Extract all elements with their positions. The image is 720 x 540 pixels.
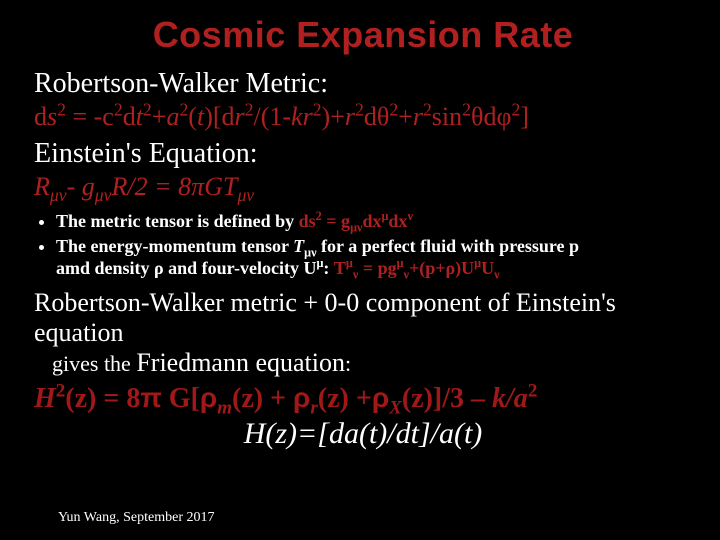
footer-credit: Yun Wang, September 2017 <box>58 510 214 526</box>
bullet-list: The metric tensor is defined by ds2 = gμ… <box>56 210 692 280</box>
bullet-item-1: The metric tensor is defined by ds2 = gμ… <box>56 210 692 233</box>
einstein-equation: Rμν- gμνR/2 = 8πGTμν <box>34 172 692 202</box>
einstein-heading: Einstein's Equation: <box>34 138 692 170</box>
slide-title: Cosmic Expansion Rate <box>34 14 692 56</box>
friedmann-equation: H2(z) = 8π G[ρm(z) + ρr(z) +ρX(z)]/3 – k… <box>34 382 692 415</box>
rw-heading: Robertson-Walker Metric: <box>34 68 692 100</box>
combine-line-2: gives the Friedmann equation: <box>52 348 692 378</box>
hz-definition: H(z)=[da(t)/dt]/a(t) <box>34 417 692 451</box>
bullet-item-2: The energy-momentum tensor Tμν for a per… <box>56 235 692 280</box>
combine-line-1: Robertson-Walker metric + 0-0 component … <box>34 288 692 348</box>
rw-metric-equation: ds2 = -c2dt2+a2(t)[dr2/(1-kr2)+r2dθ2+r2s… <box>34 102 692 132</box>
